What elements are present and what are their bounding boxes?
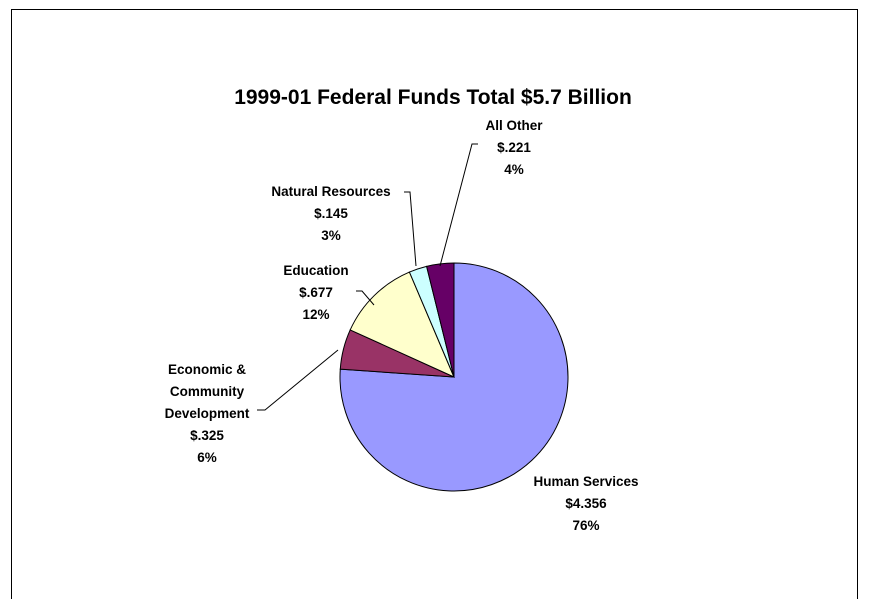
data-label-natural-resources: Natural Resources $.145 3% <box>271 184 390 243</box>
label-amount: $.325 <box>190 428 224 443</box>
leader-line-natural-resources <box>404 191 417 267</box>
label-name: Human Services <box>533 474 638 489</box>
slice-human-services <box>339 262 569 492</box>
label-percent: 3% <box>321 228 341 243</box>
leader-line-education <box>356 290 375 306</box>
label-name: Development <box>165 406 250 421</box>
label-percent: 76% <box>572 518 599 533</box>
leader-line-all-other <box>439 143 478 267</box>
label-percent: 4% <box>504 162 524 177</box>
label-name: Economic & <box>168 362 246 377</box>
pie-slices <box>339 262 569 492</box>
label-amount: $.677 <box>299 285 333 300</box>
label-name: All Other <box>485 118 543 133</box>
data-label-economic-community-development: Economic & Community Development $.325 6% <box>165 362 250 465</box>
label-percent: 6% <box>197 450 217 465</box>
data-label-all-other: All Other $.221 4% <box>485 118 543 177</box>
slice-education <box>349 271 455 378</box>
label-name: Natural Resources <box>271 184 390 199</box>
label-percent: 12% <box>302 307 329 322</box>
leader-line-economic-community-development <box>257 349 339 411</box>
label-amount: $4.356 <box>565 496 607 511</box>
label-amount: $.221 <box>497 140 531 155</box>
data-label-human-services: Human Services $4.356 76% <box>533 474 638 533</box>
label-name: Community <box>170 384 245 399</box>
label-amount: $.145 <box>314 206 348 221</box>
data-labels: Human Services $4.356 76% Economic & Communi… <box>165 118 639 533</box>
chart-title: 1999-01 Federal Funds Total $5.7 Billion <box>234 86 632 109</box>
data-label-education: Education $.677 12% <box>283 263 348 322</box>
leader-lines <box>257 143 478 411</box>
label-name: Education <box>283 263 348 278</box>
